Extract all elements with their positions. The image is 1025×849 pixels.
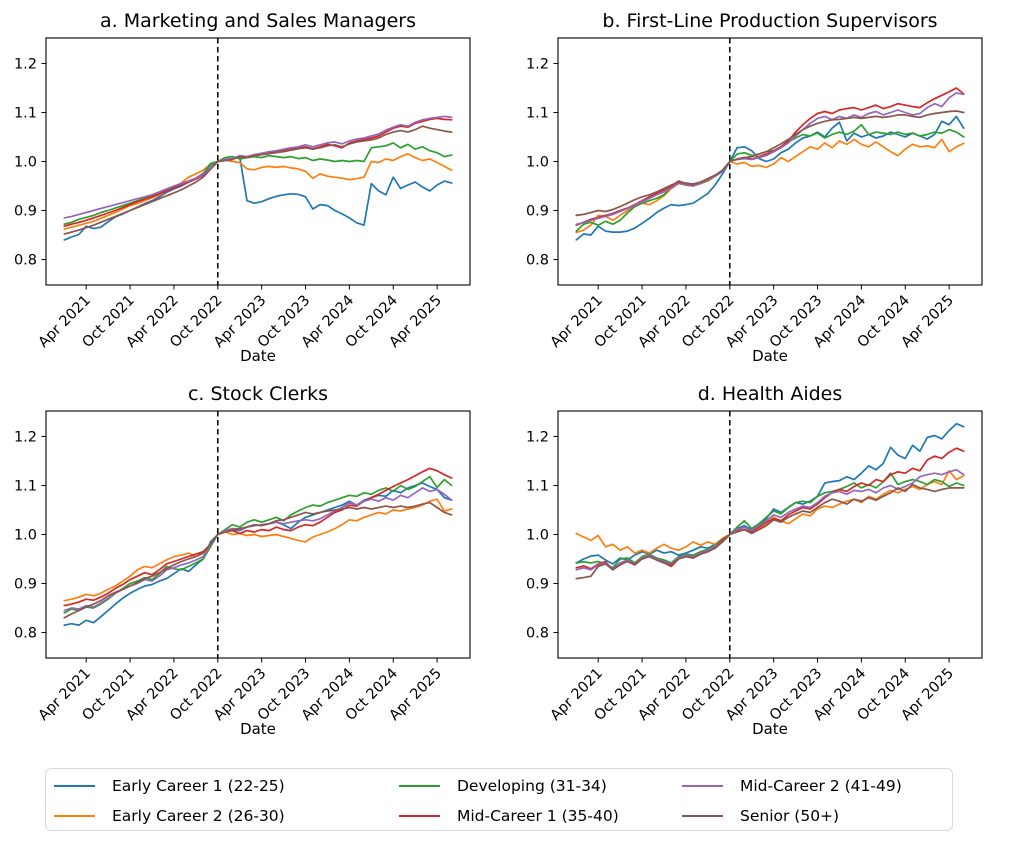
legend-line-swatch [399,814,440,818]
legend-line-swatch [399,784,440,788]
x-axis-label: Date [240,720,276,738]
legend-label: Early Career 1 (22-25) [112,777,285,795]
y-tick-label: 1.0 [526,528,549,544]
series-line [575,87,965,227]
y-tick-label: 1.1 [14,105,37,121]
x-axis-label: Date [752,720,788,738]
y-tick-label: 0.8 [526,253,549,269]
series-line [63,501,453,619]
y-tick-label: 1.2 [14,429,37,445]
plot-background [558,38,982,285]
x-axis-label: Date [240,347,276,365]
series-line [575,115,965,241]
y-tick-label: 0.9 [14,577,37,593]
panel-title: d. Health Aides [697,383,843,405]
y-tick-label: 0.8 [14,253,37,269]
panel-title: c. Stock Clerks [187,383,329,405]
y-tick-label: 0.9 [526,204,549,220]
series-line [575,110,965,217]
legend-line-swatch [54,814,95,818]
y-tick-label: 0.8 [526,626,549,642]
legend-label: Senior (50+) [740,807,840,825]
series-line [63,115,453,219]
legend-line-swatch [682,814,723,818]
legend-item: Senior (50+) [682,801,839,831]
legend: Early Career 1 (22-25) Early Career 2 (26… [45,768,953,831]
y-tick-label: 1.1 [526,478,549,494]
panel-title: b. First-Line Production Supervisors [602,10,938,32]
y-tick-label: 1.0 [526,155,549,171]
legend-line-swatch [54,784,95,788]
plot-background [558,411,982,658]
panel-b-first-line-production-supervisors: b. First-Line Production Supervisors Apr… [512,0,1025,373]
legend-line-swatch [682,784,723,788]
panel-title: a. Marketing and Sales Managers [99,10,417,32]
y-tick-label: 1.2 [526,429,549,445]
y-tick-label: 1.2 [14,56,37,72]
series-line [63,467,453,607]
series-line [63,498,453,602]
series-line [63,125,453,235]
panel-c-stock-clerks: c. Stock Clerks Apr 2021 Oct 2021 Apr 2022… [0,373,513,746]
legend-item: Mid-Career 2 (41-49) [682,771,902,801]
plot-background [46,411,470,658]
y-tick-label: 0.9 [526,577,549,593]
series-line [575,123,965,232]
y-tick-label: 1.2 [526,56,549,72]
series-line [575,472,965,569]
plot-background [46,38,470,285]
legend-label: Mid-Career 1 (35-40) [457,807,619,825]
series-line [63,152,453,230]
series-line [63,475,453,614]
x-axis-label: Date [752,347,788,365]
y-tick-label: 1.1 [526,105,549,121]
panel-d-health-aides: d. Health Aides Apr 2021 Oct 2021 Apr 2022… [512,373,1025,746]
series-line [575,92,965,226]
y-tick-label: 0.9 [14,204,37,220]
legend-item: Early Career 2 (26-30) [54,801,285,831]
y-tick-label: 0.8 [14,626,37,642]
legend-item: Early Career 1 (22-25) [54,771,285,801]
legend-label: Developing (31-34) [457,777,607,795]
y-tick-label: 1.0 [14,155,37,171]
y-tick-label: 1.1 [14,478,37,494]
series-line [575,483,965,580]
legend-label: Early Career 2 (26-30) [112,807,285,825]
legend-item: Developing (31-34) [399,771,607,801]
y-tick-label: 1.0 [14,528,37,544]
panel-a-marketing-and-sales-managers: a. Marketing and Sales Managers Apr 2021… [0,0,513,373]
series-line [63,142,453,226]
legend-item: Mid-Career 1 (35-40) [399,801,619,831]
legend-label: Mid-Career 2 (41-49) [740,777,902,795]
